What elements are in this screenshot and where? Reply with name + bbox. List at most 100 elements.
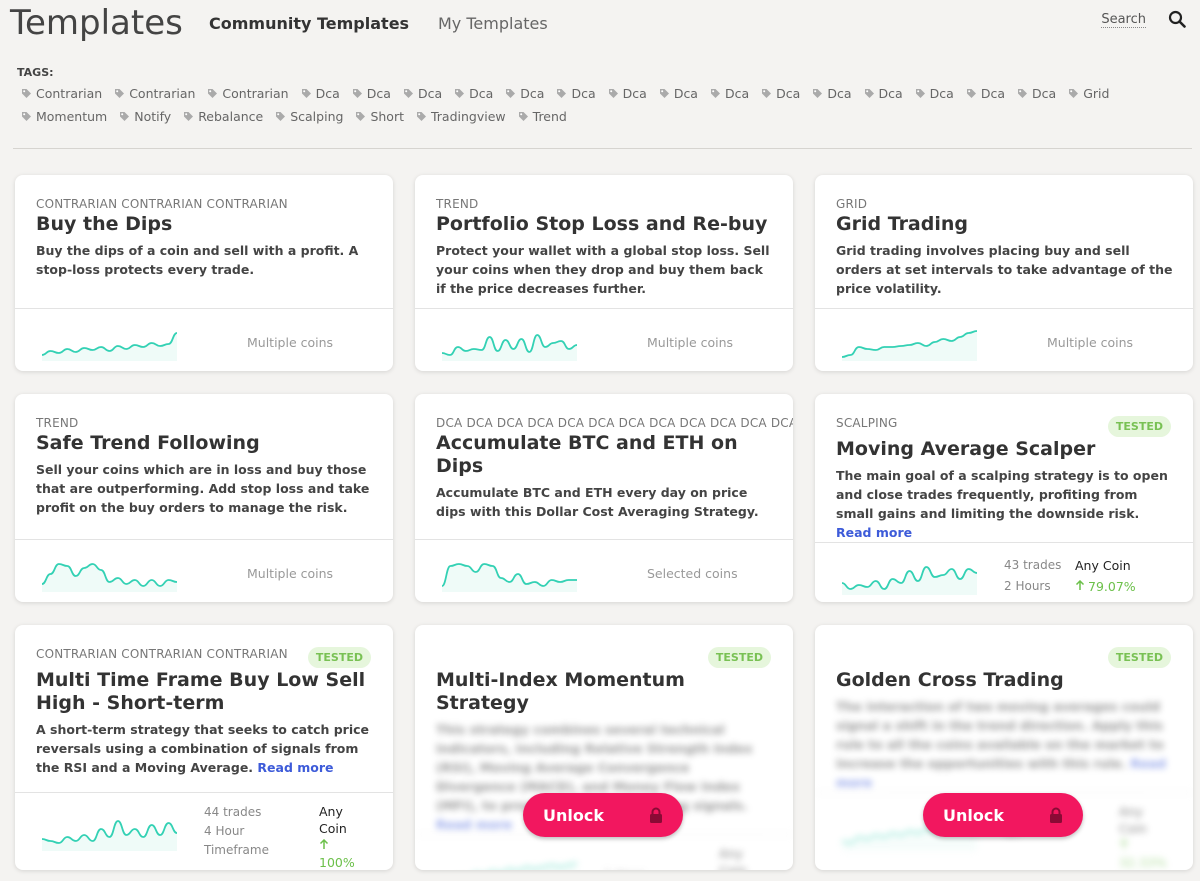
card-title: Grid Trading xyxy=(836,213,968,235)
page-title: Templates xyxy=(10,3,183,43)
tag[interactable]: Dca xyxy=(864,84,903,102)
search-link[interactable]: Search xyxy=(1101,12,1146,28)
tag[interactable]: Grid xyxy=(1068,84,1109,102)
tag[interactable]: Dca xyxy=(659,84,698,102)
template-card[interactable]: TREND Safe Trend Following Sell your coins… xyxy=(15,394,393,602)
stats-right: Any Coin 100% xyxy=(319,803,363,870)
tested-badge: TESTED xyxy=(707,647,771,668)
tag[interactable]: Dca xyxy=(812,84,852,102)
tag-text: Dca xyxy=(980,85,1006,101)
tag[interactable]: Trend xyxy=(518,107,567,125)
tag[interactable]: Rebalance xyxy=(183,107,263,125)
card-description: Sell your coins which are in loss and bu… xyxy=(36,460,373,517)
tag[interactable]: Dca xyxy=(301,84,340,102)
tag[interactable]: Dca xyxy=(761,84,800,102)
card-description: Accumulate BTC and ETH every day on pric… xyxy=(436,483,773,521)
tab[interactable]: Community Templates xyxy=(209,14,410,33)
card-tag: DCA xyxy=(649,416,676,430)
card-body: TREND Portfolio Stop Loss and Re-buy Prote… xyxy=(415,175,793,308)
tag[interactable]: Dca xyxy=(556,84,596,102)
tag[interactable]: Contrarian xyxy=(114,84,195,102)
description-text: Accumulate BTC and ETH every day on pric… xyxy=(436,485,759,519)
search-icon[interactable] xyxy=(1168,10,1186,28)
unlock-button[interactable]: Unlock xyxy=(523,793,683,837)
card-tag: SCALPING xyxy=(836,416,898,430)
tag-icon xyxy=(659,88,669,98)
gain: 100% xyxy=(319,837,363,870)
tag-text: Contrarian xyxy=(129,85,196,101)
card-tag: DCA xyxy=(557,416,585,430)
tag[interactable]: Dca xyxy=(608,84,647,102)
tag[interactable]: Tradingview xyxy=(416,107,506,125)
template-card[interactable]: TREND Portfolio Stop Loss and Re-buy Prote… xyxy=(415,175,793,371)
tag-icon xyxy=(762,88,772,98)
sparkline xyxy=(41,332,178,361)
template-card[interactable]: SCALPING TESTED Moving Average Scalper The … xyxy=(815,394,1193,602)
tag[interactable]: Dca xyxy=(966,84,1005,102)
read-more[interactable]: Read more xyxy=(836,756,1166,790)
card-footer: Multiple coins xyxy=(815,308,1193,371)
unlock-text: Unlock xyxy=(543,805,604,825)
tag-text: Dca xyxy=(315,85,340,101)
tag[interactable]: Scalping xyxy=(275,107,343,125)
tag-text: Contrarian xyxy=(222,85,289,101)
card-footer: Selected coins xyxy=(415,539,793,602)
template-card[interactable]: GRID Grid Trading Grid trading involves pl… xyxy=(815,175,1193,371)
tag[interactable]: Dca xyxy=(403,84,442,102)
template-card[interactable]: TESTED Multi-Index Momentum Strategy This … xyxy=(415,625,793,870)
tag[interactable]: Dca xyxy=(352,84,391,102)
header: Templates Community Templates My Templat… xyxy=(0,0,1200,50)
stats-left: 1 Hour xyxy=(604,845,674,870)
up-arrow xyxy=(319,838,329,849)
tag-text: Dca xyxy=(827,85,852,101)
card-tag: DCA xyxy=(436,416,463,430)
tag-icon xyxy=(22,88,31,98)
template-card[interactable]: CONTRARIAN CONTRARIAN CONTRARIAN Buy the Di… xyxy=(15,175,393,371)
card-grid: CONTRARIAN CONTRARIAN CONTRARIAN Buy the Di… xyxy=(15,175,1193,870)
template-card[interactable]: CONTRARIAN CONTRARIAN CONTRARIAN TESTED Mult… xyxy=(15,625,393,870)
description-text: Buy the dips of a coin and sell with a p… xyxy=(36,243,359,277)
tag[interactable]: Dca xyxy=(505,84,544,102)
tag-text: Scalping xyxy=(290,108,344,124)
template-card[interactable]: DCADCADCADCADCADCADCADCADCADCADCADCADCAD… xyxy=(415,394,793,602)
tag[interactable]: Notify xyxy=(119,107,171,125)
tag[interactable]: Dca xyxy=(1017,84,1056,102)
tag[interactable]: Dca xyxy=(915,84,954,102)
card-tags: TREND xyxy=(436,195,773,213)
duration: 4 Hour Timeframe xyxy=(204,824,269,857)
tag[interactable]: Dca xyxy=(710,84,749,102)
card-tag: CONTRARIAN xyxy=(36,647,118,661)
card-tags: CONTRARIAN CONTRARIAN CONTRARIAN xyxy=(36,195,373,213)
tag[interactable]: Short xyxy=(355,107,404,125)
tag-text: Dca xyxy=(571,85,596,101)
unlock-button[interactable]: Unlock xyxy=(923,793,1083,837)
card-title: Safe Trend Following xyxy=(36,432,260,454)
card-title: Portfolio Stop Loss and Re-buy xyxy=(436,213,768,235)
coins-label: Multiple coins xyxy=(247,566,334,581)
tag-text: Momentum xyxy=(36,108,108,124)
tag[interactable]: Contrarian xyxy=(21,84,102,102)
tag-icon xyxy=(184,111,194,121)
gain: 32.33% xyxy=(1119,837,1167,870)
sparkline xyxy=(441,563,577,592)
coin-scope: Any Coin xyxy=(1119,804,1147,836)
tag[interactable]: Momentum xyxy=(21,107,107,125)
template-card[interactable]: TESTED Golden Cross Trading The interactio… xyxy=(815,625,1193,870)
read-more[interactable]: Read more xyxy=(436,817,513,832)
tag-text: Dca xyxy=(878,85,903,101)
card-footer: Multiple coins xyxy=(415,308,793,371)
tag[interactable]: Contrarian xyxy=(207,84,289,102)
card-tags: CONTRARIAN CONTRARIAN CONTRARIAN xyxy=(36,645,373,663)
tag[interactable]: Dca xyxy=(454,84,493,102)
divider xyxy=(13,148,1192,149)
tag-icon xyxy=(710,88,720,98)
unlock-text: Unlock xyxy=(943,805,1004,825)
duration: 1 Hour xyxy=(604,866,674,870)
read-more[interactable]: Read more xyxy=(257,760,334,775)
tags-section: TAGS: Contrarian Contrarian Contrarian Dca D… xyxy=(17,66,1197,125)
tab[interactable]: My Templates xyxy=(438,14,548,33)
read-more[interactable]: Read more xyxy=(836,525,913,540)
stats-left: 44 trades 4 Hour Timeframe xyxy=(204,803,274,860)
lock-icon xyxy=(650,807,662,823)
tag-text: Dca xyxy=(673,85,698,101)
